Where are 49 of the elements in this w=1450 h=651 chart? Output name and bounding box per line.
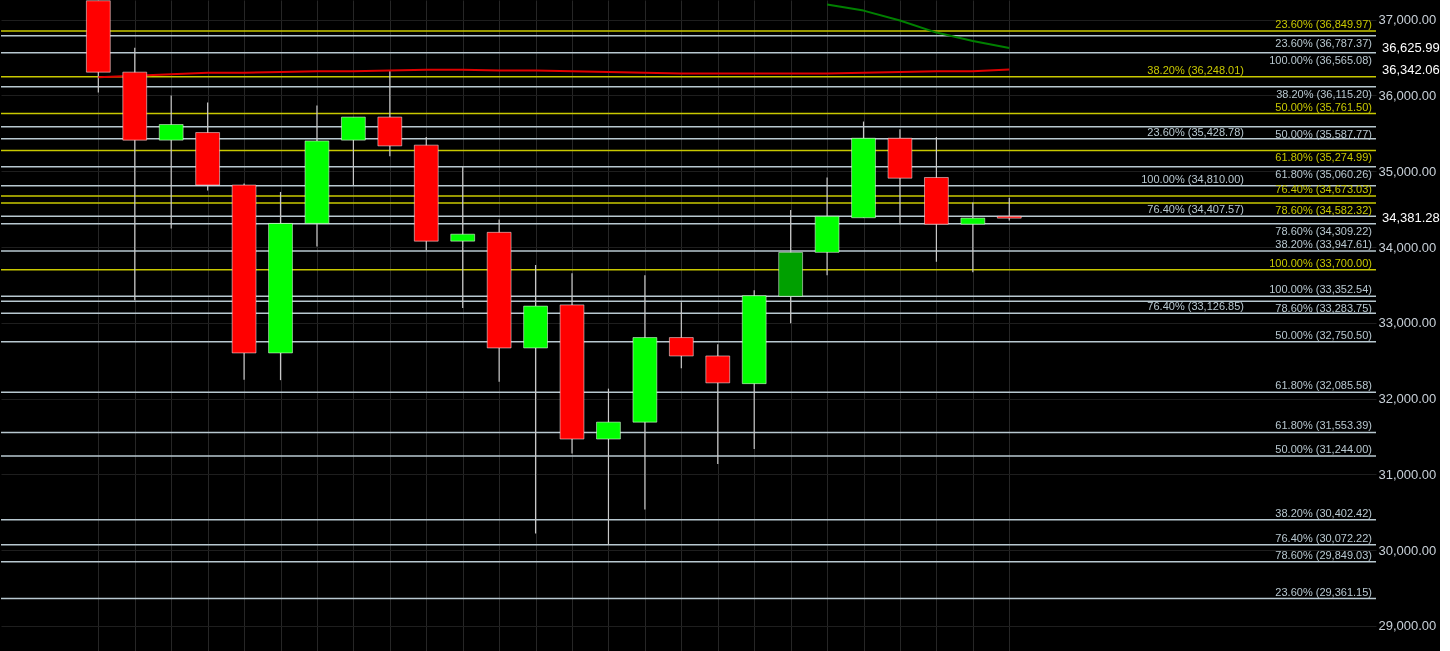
text: 36,342.06 — [1382, 61, 1440, 77]
candlestick — [996, 197, 1022, 221]
y-tick-label: 32,000.00 — [1378, 391, 1437, 407]
y-tick-label: 33,000.00 — [1378, 315, 1437, 331]
ref-line-label: 78.60% (34,309.22) — [1275, 224, 1372, 237]
ref-line-label: 76.40% (30,072.22) — [1275, 531, 1372, 544]
y-tick-label: 36,000.00 — [1378, 87, 1437, 103]
ref-line-label: 50.00% (31,244.00) — [1275, 442, 1372, 455]
ref-line-label: 76.40% (34,673.03) — [1275, 183, 1372, 196]
y-tick-label: 37,000.00 — [1378, 12, 1437, 28]
ref-line-label: 100.00% (33,352.54) — [1269, 283, 1372, 296]
ref-line-label: 100.00% (33,700.00) — [1269, 256, 1372, 269]
y-tick-label: 35,000.00 — [1378, 163, 1437, 179]
candlestick — [450, 165, 476, 309]
y-tick-label: 30,000.00 — [1378, 542, 1437, 558]
line-series — [97, 68, 1011, 79]
text: 34,381.28 — [1382, 210, 1440, 226]
ref-line-label: 76.40% (33,126.85) — [1147, 300, 1244, 313]
text: 36,625.99 — [1382, 40, 1440, 56]
candlestick — [596, 388, 621, 546]
ref-line-label: 23.60% (35,428.78) — [1147, 125, 1244, 138]
ref-line-label: 50.00% (35,761.50) — [1275, 100, 1372, 113]
ref-line-label: 50.00% (32,750.50) — [1275, 328, 1372, 341]
ref-line-label: 38.20% (33,947.61) — [1275, 238, 1372, 251]
y-tick-label: 31,000.00 — [1378, 466, 1437, 482]
ref-line-label: 23.60% (36,849.97) — [1275, 18, 1372, 31]
candlestick — [668, 301, 694, 369]
ref-line-label: 78.60% (34,582.32) — [1275, 203, 1372, 216]
ref-line-label: 61.80% (32,085.58) — [1275, 379, 1372, 392]
ref-line-label: 78.60% (33,283.75) — [1275, 302, 1372, 315]
ref-line-label: 38.20% (30,402.42) — [1275, 506, 1372, 519]
candlestick — [960, 201, 986, 273]
ref-line-label: 23.60% (36,787.37) — [1275, 36, 1372, 49]
ref-line-label: 50.00% (35,587.77) — [1275, 127, 1372, 140]
candlestick — [340, 116, 366, 186]
line-series — [826, 3, 1011, 50]
y-tick-label: 34,000.00 — [1378, 239, 1437, 255]
candlestick — [158, 94, 184, 230]
ref-line-label: 61.80% (31,553.39) — [1275, 419, 1372, 432]
ref-line-label: 38.20% (36,115.20) — [1276, 87, 1372, 100]
ref-line-label: 61.80% (35,274.99) — [1275, 151, 1372, 164]
ref-line-label: 76.40% (34,407.57) — [1147, 203, 1244, 216]
ref-line-label: 23.60% (29,361.15) — [1275, 585, 1372, 598]
ref-line-label: 100.00% (34,810.00) — [1141, 172, 1244, 185]
ref-line-label: 38.20% (36,248.01) — [1147, 63, 1244, 76]
ref-line-label: 61.80% (35,060.26) — [1275, 167, 1372, 180]
y-tick-label: 29,000.00 — [1378, 618, 1437, 634]
ref-line-label: 78.60% (29,849.03) — [1275, 548, 1372, 561]
ref-line-label: 100.00% (36,565.08) — [1269, 53, 1372, 66]
